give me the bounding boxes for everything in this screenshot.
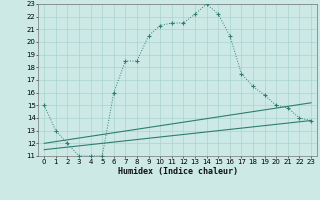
X-axis label: Humidex (Indice chaleur): Humidex (Indice chaleur) [118, 167, 238, 176]
